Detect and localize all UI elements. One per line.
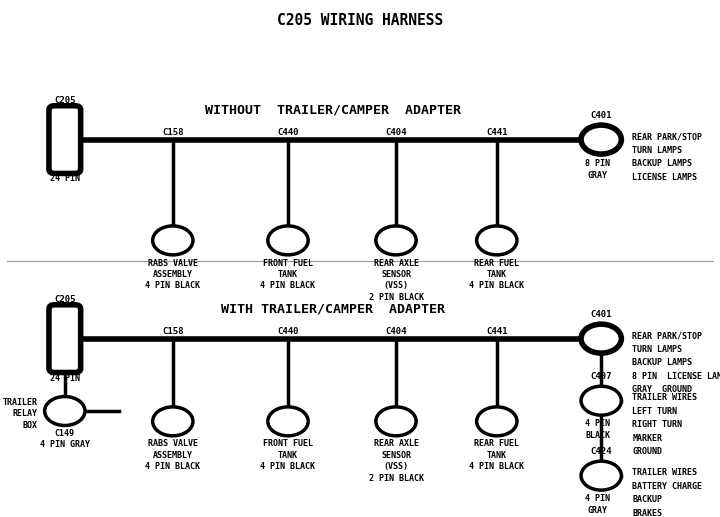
Text: WITH TRAILER/CAMPER  ADAPTER: WITH TRAILER/CAMPER ADAPTER	[221, 302, 445, 315]
Text: C205: C205	[54, 295, 76, 304]
Text: C441: C441	[486, 327, 508, 336]
Text: GRAY  GROUND: GRAY GROUND	[632, 385, 692, 394]
Text: TURN LAMPS: TURN LAMPS	[632, 146, 682, 155]
Text: FRONT FUEL: FRONT FUEL	[263, 439, 313, 448]
Circle shape	[581, 386, 621, 415]
Text: LICENSE LAMPS: LICENSE LAMPS	[632, 173, 697, 181]
Text: C401: C401	[590, 310, 612, 319]
Text: RABS VALVE: RABS VALVE	[148, 258, 198, 267]
Text: C205 WIRING HARNESS: C205 WIRING HARNESS	[277, 13, 443, 28]
Circle shape	[376, 407, 416, 436]
Circle shape	[581, 324, 621, 353]
Text: C404: C404	[385, 128, 407, 137]
Text: REAR FUEL: REAR FUEL	[474, 258, 519, 267]
Text: 4 PIN BLACK: 4 PIN BLACK	[145, 281, 200, 290]
Circle shape	[581, 125, 621, 154]
Text: REAR PARK/STOP: REAR PARK/STOP	[632, 331, 702, 340]
Text: BRAKES: BRAKES	[632, 509, 662, 517]
Text: ASSEMBLY: ASSEMBLY	[153, 451, 193, 460]
Text: TANK: TANK	[278, 451, 298, 460]
Text: GRAY: GRAY	[588, 171, 608, 179]
Text: TANK: TANK	[278, 270, 298, 279]
Circle shape	[581, 461, 621, 490]
Text: (VSS): (VSS)	[384, 462, 408, 471]
Circle shape	[268, 407, 308, 436]
Text: 4 PIN GRAY: 4 PIN GRAY	[40, 440, 90, 449]
Text: REAR FUEL: REAR FUEL	[474, 439, 519, 448]
Text: BACKUP LAMPS: BACKUP LAMPS	[632, 159, 692, 168]
Text: 24 PIN: 24 PIN	[50, 373, 80, 383]
Text: C441: C441	[486, 128, 508, 137]
Text: 4 PIN BLACK: 4 PIN BLACK	[469, 281, 524, 290]
Text: BACKUP: BACKUP	[632, 495, 662, 504]
Text: C407: C407	[590, 372, 612, 381]
Circle shape	[268, 226, 308, 255]
Text: REAR AXLE: REAR AXLE	[374, 258, 418, 267]
Text: 24 PIN: 24 PIN	[50, 175, 80, 184]
Text: 4 PIN BLACK: 4 PIN BLACK	[261, 281, 315, 290]
Text: 8 PIN  LICENSE LAMPS: 8 PIN LICENSE LAMPS	[632, 372, 720, 381]
Text: TURN LAMPS: TURN LAMPS	[632, 345, 682, 354]
Text: RIGHT TURN: RIGHT TURN	[632, 420, 682, 429]
FancyBboxPatch shape	[49, 305, 81, 372]
Text: TRAILER WIRES: TRAILER WIRES	[632, 393, 697, 402]
Text: BATTERY CHARGE: BATTERY CHARGE	[632, 482, 702, 491]
Text: C158: C158	[162, 128, 184, 137]
Text: RABS VALVE: RABS VALVE	[148, 439, 198, 448]
Text: LEFT TURN: LEFT TURN	[632, 407, 677, 416]
Text: (VSS): (VSS)	[384, 281, 408, 290]
Text: 4 PIN: 4 PIN	[585, 419, 610, 428]
Text: C149: C149	[55, 429, 75, 438]
Text: SENSOR: SENSOR	[381, 270, 411, 279]
Text: GROUND: GROUND	[632, 447, 662, 456]
Text: C401: C401	[590, 111, 612, 120]
Text: C440: C440	[277, 327, 299, 336]
Text: ASSEMBLY: ASSEMBLY	[153, 270, 193, 279]
Text: SENSOR: SENSOR	[381, 451, 411, 460]
Circle shape	[153, 226, 193, 255]
Text: TANK: TANK	[487, 270, 507, 279]
Text: WITHOUT  TRAILER/CAMPER  ADAPTER: WITHOUT TRAILER/CAMPER ADAPTER	[205, 103, 461, 116]
Circle shape	[477, 226, 517, 255]
Circle shape	[477, 407, 517, 436]
Circle shape	[153, 407, 193, 436]
Circle shape	[45, 397, 85, 425]
Text: 8 PIN: 8 PIN	[585, 159, 610, 168]
Text: REAR PARK/STOP: REAR PARK/STOP	[632, 132, 702, 141]
Text: FRONT FUEL: FRONT FUEL	[263, 258, 313, 267]
Text: TANK: TANK	[487, 451, 507, 460]
Text: C158: C158	[162, 327, 184, 336]
Text: GRAY: GRAY	[588, 506, 608, 514]
Text: BLACK: BLACK	[585, 431, 610, 439]
Circle shape	[376, 226, 416, 255]
Text: TRAILER WIRES: TRAILER WIRES	[632, 468, 697, 477]
Text: C205: C205	[54, 96, 76, 104]
Text: C424: C424	[590, 447, 612, 456]
Text: C404: C404	[385, 327, 407, 336]
Text: 4 PIN BLACK: 4 PIN BLACK	[145, 462, 200, 471]
Text: TRAILER: TRAILER	[2, 398, 37, 407]
Text: 2 PIN BLACK: 2 PIN BLACK	[369, 293, 423, 301]
Text: REAR AXLE: REAR AXLE	[374, 439, 418, 448]
Text: MARKER: MARKER	[632, 434, 662, 443]
FancyBboxPatch shape	[49, 106, 81, 174]
Text: 4 PIN BLACK: 4 PIN BLACK	[261, 462, 315, 471]
Text: 4 PIN: 4 PIN	[585, 494, 610, 503]
Text: 2 PIN BLACK: 2 PIN BLACK	[369, 474, 423, 482]
Text: 4 PIN BLACK: 4 PIN BLACK	[469, 462, 524, 471]
Text: BACKUP LAMPS: BACKUP LAMPS	[632, 358, 692, 367]
Text: C440: C440	[277, 128, 299, 137]
Text: RELAY: RELAY	[12, 409, 37, 418]
Text: BOX: BOX	[22, 421, 37, 430]
